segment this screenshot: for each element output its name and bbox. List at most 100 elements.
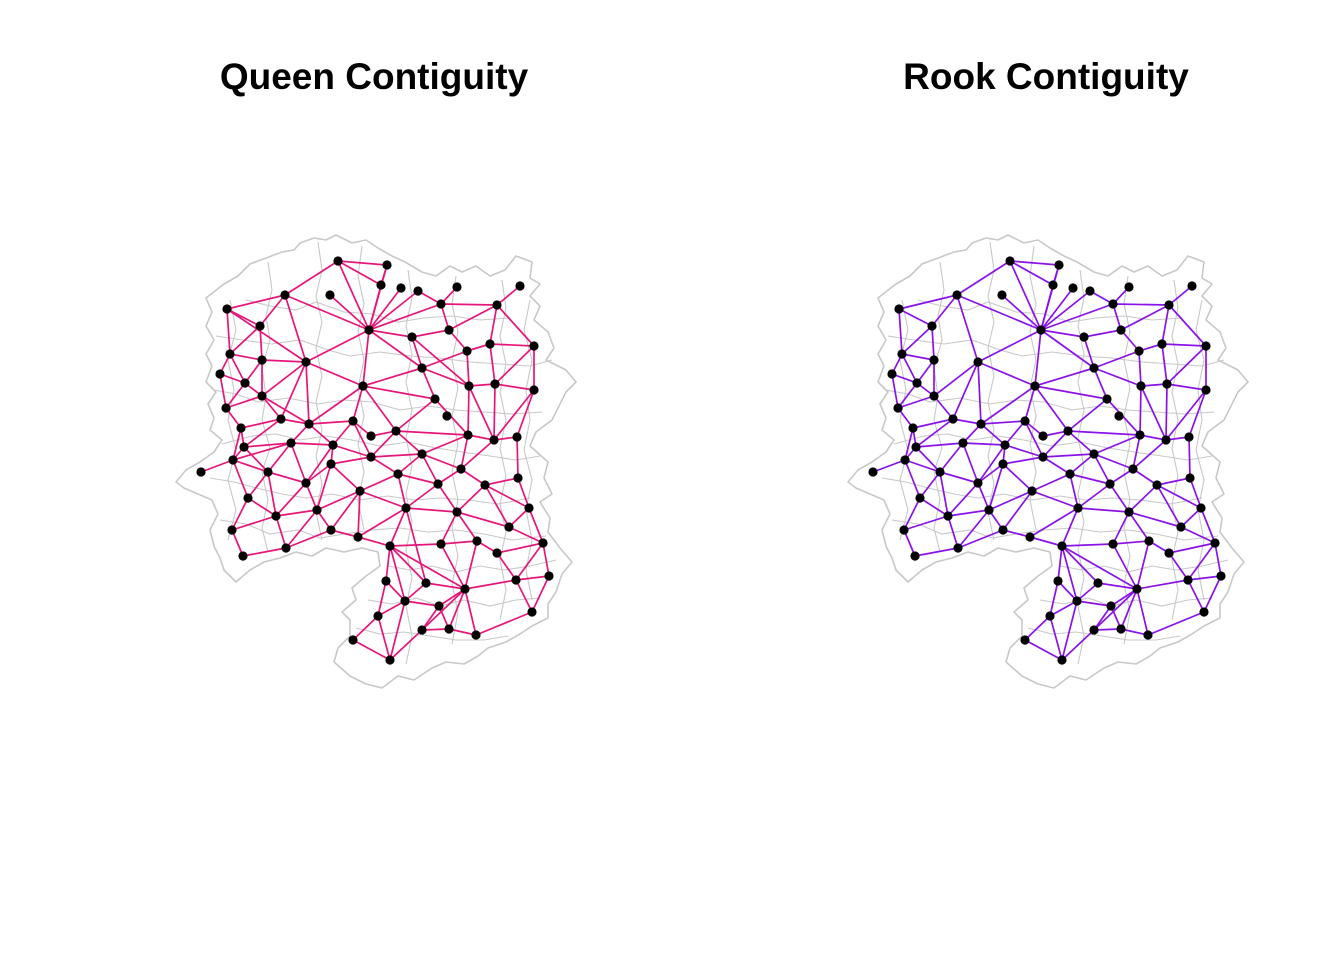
neighbor-link <box>377 600 406 617</box>
region-border <box>245 299 511 323</box>
region-centroid <box>382 260 392 270</box>
neighbor-link <box>1187 579 1205 613</box>
region-border <box>891 519 1219 541</box>
neighbor-link <box>897 382 918 409</box>
region-centroid <box>1176 522 1186 532</box>
region-centroid <box>1135 430 1145 440</box>
region-centroid <box>1210 538 1220 548</box>
region-centroid <box>236 423 246 433</box>
region-centroid <box>976 419 986 429</box>
region-centroid <box>1143 630 1153 640</box>
neighbor-link <box>1034 367 1095 387</box>
neighbor-link <box>330 529 359 538</box>
region-centroid <box>1027 486 1037 496</box>
neighbor-link <box>947 515 959 549</box>
neighbor-link <box>456 484 486 513</box>
neighbor-link <box>914 547 959 557</box>
region-centroid <box>911 442 921 452</box>
region-centroid <box>276 414 286 424</box>
neighbor-link <box>359 473 399 492</box>
neighbor-link <box>275 515 287 549</box>
neighbor-link <box>1049 615 1063 661</box>
region-centroid <box>529 385 539 395</box>
neighbor-link <box>305 329 370 363</box>
neighbor-link <box>1024 615 1051 641</box>
region-centroid <box>492 300 502 310</box>
region-centroid <box>196 467 206 477</box>
neighbor-link <box>1189 477 1202 509</box>
neighbor-link <box>496 304 535 347</box>
neighbor-link <box>200 459 234 473</box>
region-centroid <box>1164 548 1174 558</box>
neighbor-link <box>1083 336 1095 369</box>
region-centroid <box>511 575 521 585</box>
neighbor-link <box>1061 545 1099 584</box>
region-centroid <box>255 321 265 331</box>
region-centroid <box>1079 332 1089 342</box>
neighbor-link <box>1147 611 1205 636</box>
neighbor-link <box>411 329 450 338</box>
region-centroid <box>544 571 554 581</box>
neighbor-link <box>438 588 466 607</box>
region-border <box>893 433 1213 461</box>
neighbor-link <box>1180 526 1216 544</box>
neighbor-link <box>1110 588 1138 607</box>
region-border <box>357 245 365 531</box>
neighbor-link <box>980 423 1006 446</box>
neighbor-link <box>489 304 498 345</box>
region-centroid <box>348 416 358 426</box>
region-centroid <box>391 426 401 436</box>
neighbor-link <box>1076 582 1099 602</box>
neighbor-link <box>437 483 458 513</box>
neighbor-link <box>1120 329 1140 352</box>
region-border <box>887 335 1225 367</box>
neighbor-link <box>421 434 469 455</box>
neighbor-link <box>308 420 354 425</box>
region-centroid <box>1089 625 1099 635</box>
neighbor-link <box>1132 468 1158 486</box>
neighbor-link <box>1200 507 1216 544</box>
neighbor-link <box>952 361 979 420</box>
neighbor-link <box>898 294 958 310</box>
neighbor-link <box>1061 600 1078 661</box>
queen-map-title: Queen Contiguity <box>219 56 529 97</box>
neighbor-link <box>933 361 979 397</box>
neighbor-link <box>362 329 370 387</box>
neighbor-link <box>489 343 496 385</box>
region-centroid <box>221 403 231 413</box>
neighbor-link <box>515 575 550 581</box>
region-centroid <box>935 467 945 477</box>
neighbor-link <box>385 545 391 582</box>
region-centroid <box>462 346 472 356</box>
region-centroid <box>1116 325 1126 335</box>
neighbor-link <box>1061 543 1114 547</box>
region-centroid <box>490 379 500 389</box>
neighbor-link <box>1168 542 1216 554</box>
region-centroid <box>1185 473 1195 483</box>
neighbor-link <box>1040 329 1095 369</box>
neighbor-link <box>421 588 466 631</box>
region-centroid <box>325 290 335 300</box>
neighbor-link <box>232 459 269 473</box>
region-centroid <box>312 505 322 515</box>
region-centroid <box>1038 452 1048 462</box>
region-centroid <box>326 525 336 535</box>
region-centroid <box>1164 300 1174 310</box>
region-centroid <box>524 503 534 513</box>
region-centroid <box>953 543 963 553</box>
region-border <box>933 261 945 553</box>
region-centroid <box>1144 536 1154 546</box>
region-centroid <box>1089 449 1099 459</box>
neighbor-link <box>1166 383 1207 391</box>
neighbor-link <box>957 529 1004 549</box>
neighbor-link <box>1009 260 1054 286</box>
neighbor-link <box>901 325 933 355</box>
region-centroid <box>1057 541 1067 551</box>
neighbor-link <box>397 473 439 485</box>
neighbor-link <box>1093 453 1134 470</box>
region-centroid <box>471 630 481 640</box>
neighbor-link <box>977 444 1006 484</box>
region-centroid <box>326 459 336 469</box>
neighbor-link <box>897 395 935 409</box>
region-centroid <box>421 578 431 588</box>
